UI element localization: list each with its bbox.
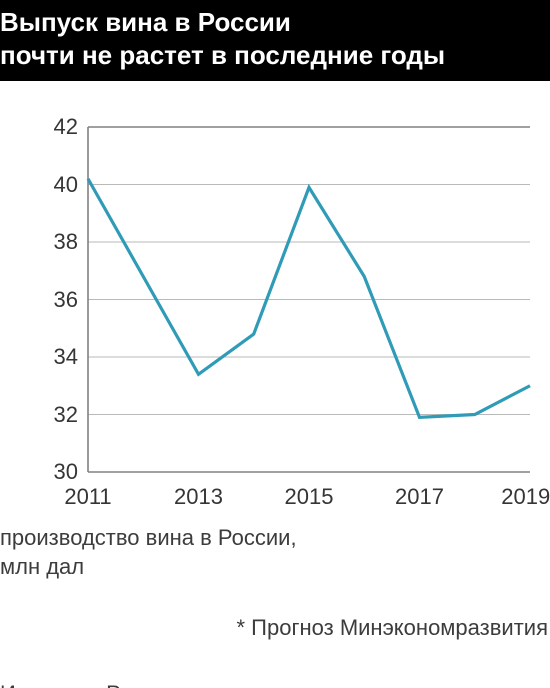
x-tick-label: 2011 (64, 484, 111, 510)
y-tick-label: 36 (54, 287, 78, 313)
y-tick-label: 42 (54, 114, 78, 140)
source-label: Источник: Росстат (0, 681, 550, 688)
x-tick-label: 2015 (285, 484, 334, 510)
forecast-footnote: * Прогноз Минэкономразвития (0, 615, 550, 641)
y-tick-label: 32 (54, 402, 78, 428)
x-tick-label: 2019* (501, 484, 550, 510)
y-tick-label: 38 (54, 229, 78, 255)
x-tick-label: 2013 (174, 484, 223, 510)
chart-svg (88, 127, 530, 472)
chart-caption-block: производство вина в России, млн дал * Пр… (0, 524, 550, 688)
x-tick-label: 2017 (395, 484, 444, 510)
title-line-1: Выпуск вина в России (0, 6, 550, 39)
data-series-line (88, 179, 530, 418)
y-tick-label: 34 (54, 344, 78, 370)
chart-header: Выпуск вина в России почти не растет в п… (0, 0, 550, 81)
title-line-2: почти не растет в последние годы (0, 39, 550, 72)
y-tick-label: 40 (54, 172, 78, 198)
chart-area: 30323436384042 20112013201520172019* (20, 127, 530, 472)
subtitle-line-1: производство вина в России, (0, 524, 550, 553)
subtitle-line-2: млн дал (0, 553, 550, 582)
y-tick-label: 30 (54, 459, 78, 485)
